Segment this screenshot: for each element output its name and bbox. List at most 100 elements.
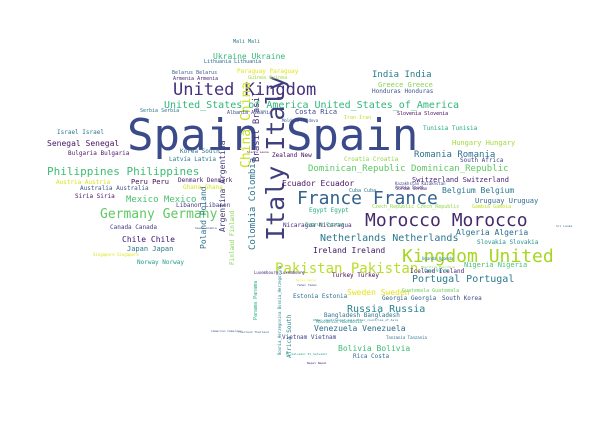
cloud-word: Belgium Belgium [442, 186, 515, 195]
cloud-word: Turkey Turkey [332, 272, 379, 279]
cloud-word: Vietnam Vietnam [282, 334, 337, 341]
cloud-word: Denmark Denmark [178, 177, 233, 184]
cloud-word: Paraguay Paraguay [237, 68, 299, 75]
cloud-word: Ghana Ghana [183, 184, 223, 191]
cloud-word: Sierra Leone [247, 150, 269, 154]
cloud-word: Albania Albania [227, 110, 273, 116]
cloud-word: Thailand Thailand [238, 330, 269, 334]
cloud-word: Bolivia Bolivia [338, 344, 411, 353]
cloud-word: Uruguay Uruguay [475, 197, 539, 205]
cloud-word: Sri Lanka [556, 224, 573, 228]
cloud-word: Estonia Estonia [293, 293, 348, 300]
cloud-word: Croatia Croatia [344, 156, 399, 163]
cloud-word: Venezuela Venezuela [314, 324, 406, 333]
cloud-word: Siria Siria [75, 193, 115, 200]
cloud-word: Chile Chile [122, 235, 175, 244]
cloud-word: Dominican_Republic Dominican_Republic [308, 164, 509, 174]
cloud-word: Algeria Algeria [456, 228, 529, 237]
cloud-word: Israel Israel [57, 129, 104, 136]
cloud-word: Luxembourg Luxembourg [254, 270, 305, 275]
cloud-word: United Kingdom [173, 80, 317, 100]
cloud-word: Germany Germany [100, 207, 218, 222]
cloud-word: Iceland Iceland [410, 268, 465, 275]
cloud-word: Lithuania Lithuania [204, 59, 262, 65]
cloud-word: Cuba Cuba [349, 188, 377, 194]
cloud-word: Nigeria Nigeria [464, 261, 528, 269]
cloud-word: Portugal Portugal [412, 274, 515, 285]
cloud-word: Egypt Egypt [309, 207, 349, 214]
cloud-word: El_Salvador El_Salvador [286, 352, 328, 356]
cloud-word: Peru Peru [131, 178, 169, 186]
cloud-word: Libanon Libanon [176, 202, 231, 209]
cloud-word: Zealand New [272, 152, 312, 159]
cloud-word: Bulgaria Bulgaria [68, 150, 130, 157]
cloud-word: Bangladesh Bangladesh [324, 312, 400, 319]
cloud-word: Morocco Morocco [365, 210, 528, 231]
cloud-word: Canada Canada [110, 224, 157, 231]
cloud-word: Singapore Singapore [93, 252, 139, 257]
cloud-word: Austria Austria [56, 179, 111, 186]
cloud-word: Senegal Senegal [47, 139, 120, 148]
cloud-word: Korea South [180, 148, 220, 155]
cloud-word: Uganda Uganda [422, 256, 454, 261]
cloud-word: Georgia Georgia [382, 295, 437, 302]
cloud-word: Capo Verde [424, 268, 449, 273]
cloud-word: Nepal Nepal [307, 361, 327, 365]
cloud-word: Arabia Saudi [395, 185, 424, 190]
cloud-word: Kenya Kenya [296, 278, 316, 282]
cloud-word: Spain Spain [127, 110, 419, 161]
cloud-word: Guinea Guinea [248, 75, 288, 81]
cloud-word: Norway Norway [137, 259, 184, 266]
cloud-word: Panama Panama [253, 280, 259, 320]
cloud-word: Australia Australia [80, 185, 149, 192]
cloud-word: Other_countries_of_Asia Other_countries_… [313, 318, 398, 322]
cloud-word: Guatemala Guatemala [402, 288, 460, 294]
cloud-word: Philippines Philippines [47, 165, 200, 178]
cloud-word: Ecuador Ecuador [282, 179, 355, 188]
cloud-word: Jordan Jordan [396, 186, 428, 191]
cloud-word: Moldova Moldova [282, 118, 319, 123]
cloud-word: Yemen Yemen [297, 283, 317, 287]
cloud-word: Kazakhstan Kazakhstan [395, 181, 446, 186]
cloud-word: Rica Costa [353, 353, 390, 360]
cloud-word: Saudi Arabia [195, 226, 217, 230]
cloud-word: Honduras Honduras [372, 88, 434, 95]
cloud-word: Tanzania Tanzania [386, 335, 427, 340]
cloud-word: Bosnia_Herzegovina Bosnia_Herzegovina [277, 265, 282, 355]
cloud-word: Netherlands Netherlands [320, 233, 459, 244]
cloud-word: Belarus Belarus [172, 70, 218, 76]
cloud-word: Pakistan Pakistan [275, 261, 419, 277]
cloud-word: Kingdom United [402, 246, 554, 267]
cloud-word: Nicaragua Nicaragua [283, 222, 352, 229]
cloud-word: Slovakia Slovakia [477, 239, 539, 246]
cloud-word: South Korea [442, 295, 482, 302]
cloud-word: Mauritius Mauritius [421, 265, 456, 269]
cloud-word: Cameroon Cameroon [211, 329, 242, 333]
cloud-word: Cyprus Cyprus [305, 222, 345, 228]
cloud-word: Mexico Mexico [126, 195, 197, 205]
cloud-word: Macedonia Macedonia [316, 319, 362, 324]
cloud-word: Greece Greece [378, 81, 433, 89]
cloud-word: Romania Romania [414, 150, 496, 160]
cloud-word: United_States_of_America United_States_o… [164, 100, 460, 111]
cloud-word: Czech_Republic Czech_Republic [372, 204, 460, 210]
cloud-word: India India [372, 70, 432, 80]
cloud-word: France France [297, 188, 438, 209]
cloud-word: Hungary Hungary [452, 139, 516, 147]
cloud-word: Finland Finland [229, 210, 236, 265]
cloud-word: Switzerland Switzerland [412, 176, 509, 184]
cloud-word: Iran Iran [344, 115, 372, 121]
cloud-word: Armenia Armenia [173, 76, 219, 82]
cloud-word: Costa Rica [295, 108, 338, 116]
cloud-word: Ireland Ireland [313, 246, 386, 255]
cloud-word: Slovenia Slovenia [397, 111, 449, 117]
cloud-word: Japan Japan [127, 245, 174, 253]
cloud-word: Latvia Latvia [169, 156, 216, 163]
cloud-word: Poland Poland [199, 186, 208, 249]
cloud-word: Ukraine Ukraine [213, 52, 286, 61]
cloud-word: Tunisia Tunisia [423, 125, 478, 132]
cloud-word: Serbia Serbia [140, 108, 180, 114]
cloud-word: Colombia Colombia [248, 157, 258, 250]
cloud-word: Sweden Sweden [347, 288, 410, 297]
